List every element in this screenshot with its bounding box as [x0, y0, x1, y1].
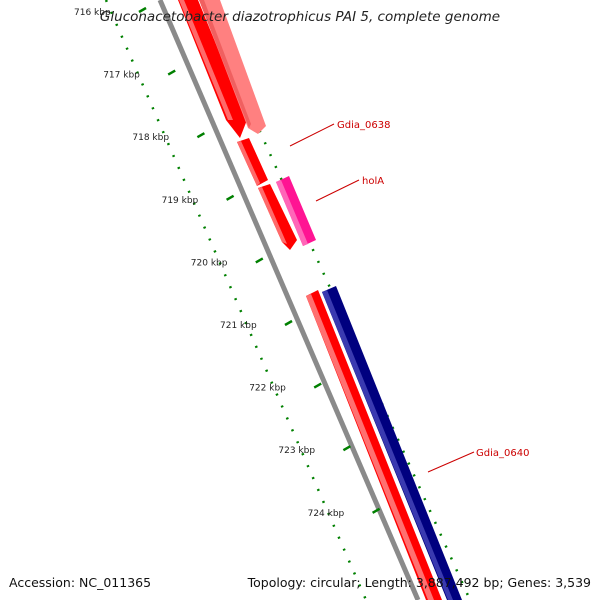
cds-block-holA-strand-shade [258, 187, 287, 244]
tick-mark [138, 6, 147, 14]
cds-block-upper-inner-shade [179, 0, 233, 120]
tick-label: 718 kbp [132, 133, 169, 143]
tick-label: 717 kbp [103, 71, 140, 81]
tick-mark [167, 69, 176, 76]
gene-block-holA-shade [276, 180, 308, 246]
upper-feature-track [178, 0, 316, 250]
tick-mark [196, 132, 206, 139]
inner-tick-ring-dots [104, 0, 368, 600]
tick-mark [371, 507, 381, 514]
gene-label[interactable]: holA [362, 176, 384, 187]
gene-label-callouts: Gdia_0638 holA Gdia_0640 [289, 120, 529, 473]
gene-label[interactable]: Gdia_0640 [476, 448, 529, 459]
tick-mark [342, 445, 352, 452]
tick-label: 722 kbp [249, 384, 286, 394]
gene-callout-line [289, 123, 335, 147]
tick-label: 721 kbp [220, 321, 257, 331]
inner-tick-ring [104, 0, 368, 600]
outer-tick-ring-dots [199, 0, 472, 600]
gene-callout-line [315, 179, 360, 202]
cds-block-upper-outer-shade [199, 0, 251, 128]
gene-block-navy-shade [322, 290, 453, 600]
topology-summary: Topology: circular; Length: 3,887,492 bp… [247, 575, 591, 590]
tick-mark [255, 257, 264, 264]
tick-label: 719 kbp [162, 196, 199, 206]
lower-feature-track [306, 286, 462, 600]
cds-block-gdia-0640-shade [306, 294, 434, 600]
tick-labels: 716 kbp 717 kbp 718 kbp 719 kbp 720 kbp 721 k… [74, 6, 381, 519]
tick-label: 723 kbp [278, 446, 315, 456]
tick-label: 720 kbp [191, 258, 228, 268]
accession-label: Accession: NC_011365 [9, 575, 152, 590]
gene-callout-line [427, 451, 475, 473]
cds-block-gdia-0638-shade [237, 141, 260, 186]
tick-mark [225, 194, 235, 201]
map-title: Gluconacetobacter diazotrophicus PAI 5, … [99, 9, 501, 25]
genome-backbone [157, 0, 421, 600]
gene-label[interactable]: Gdia_0638 [337, 120, 390, 131]
tick-label: 724 kbp [308, 509, 345, 519]
tick-label: 716 kbp [74, 8, 111, 18]
tick-mark [313, 382, 322, 389]
tick-mark [284, 319, 293, 327]
outer-tick-ring [199, 0, 472, 600]
